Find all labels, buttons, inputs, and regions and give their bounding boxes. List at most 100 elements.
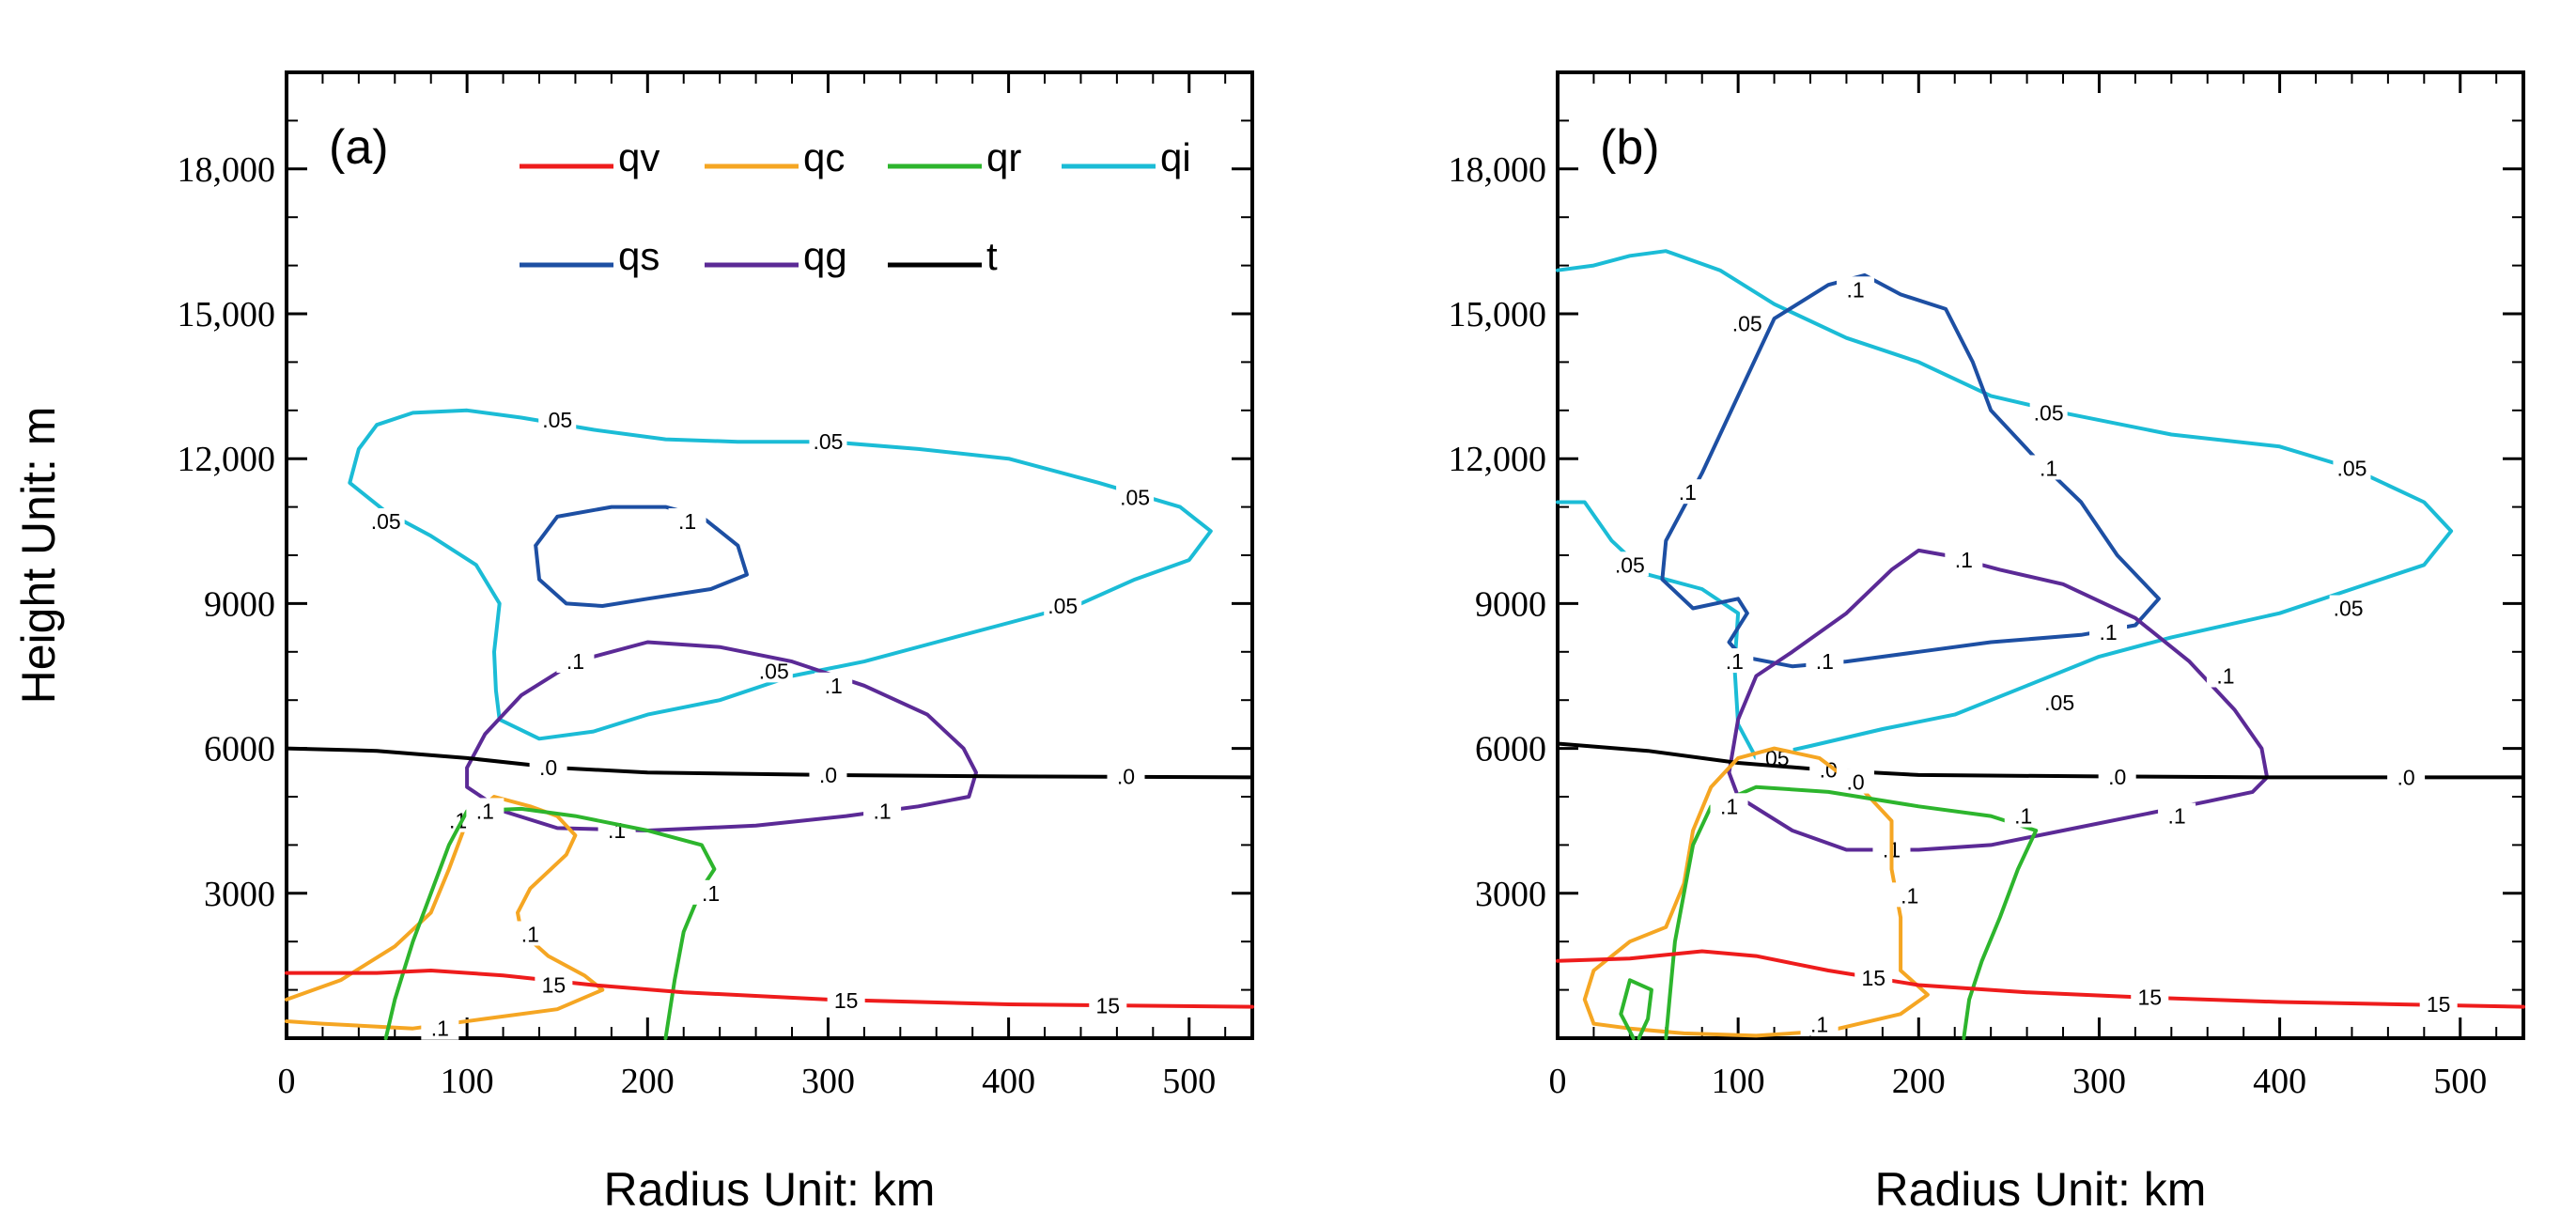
contour-label-bg [1668, 479, 1707, 505]
contour-label-qi: .05 [1732, 311, 1762, 335]
legend-label-qg: qg [803, 234, 847, 278]
contour-label-bg [2329, 595, 2367, 620]
contour-label-qg: .1 [2167, 804, 2185, 829]
contour-label-qs: .1 [2040, 456, 2057, 480]
contour-label-bg [815, 672, 853, 697]
contour-label-bg [2029, 399, 2068, 425]
contour-label-bg [1089, 992, 1127, 1017]
legend-label-qr: qr [986, 135, 1021, 179]
contour-label-bg [668, 508, 706, 534]
contour-label-qi: .05 [813, 429, 843, 454]
y-tick-label: 12,000 [1449, 440, 1547, 479]
contour-label-qi: .05 [759, 659, 789, 683]
x-tick-label: 500 [1162, 1062, 1216, 1101]
contour-label-bg [1945, 547, 1983, 572]
contour-label-qv: 15 [2137, 985, 2162, 1009]
contour-qr [1619, 978, 1653, 1040]
legend-label-t: t [986, 234, 998, 278]
contour-label-qv: 15 [2427, 992, 2451, 1017]
contour-t [1556, 741, 2525, 780]
contour-label-qv: 15 [1095, 994, 1120, 1018]
contour-label-qi: .05 [371, 509, 401, 534]
contour-label-bg [2029, 455, 2068, 480]
contour-label-bg [1116, 484, 1155, 509]
y-tick-label: 6000 [204, 730, 275, 769]
y-tick-label: 6000 [1475, 730, 1546, 769]
panel-a: 0 100 200 300 400 500 3000 6000 9000 12,000 15,000… [12, 70, 1254, 1216]
x-tick-label: 200 [1892, 1062, 1946, 1101]
contour-label-t: .0 [2108, 765, 2126, 789]
y-tick-label: 9000 [1475, 584, 1546, 624]
contour-label-qs: .1 [1846, 277, 1864, 302]
contour-label-t: .0 [1820, 758, 1838, 783]
x-tick-label: 400 [2253, 1062, 2306, 1101]
contour-label-qg: .1 [873, 799, 891, 823]
contour-label-bg [1715, 648, 1754, 674]
contour-label-bg [2158, 802, 2196, 828]
contour-label-qs: .1 [2099, 620, 2117, 645]
contour-label-bg [809, 761, 847, 786]
contour-qr [1664, 784, 2039, 1040]
contour-label-qi: .05 [1615, 552, 1645, 577]
contour-label-qg: .1 [1726, 649, 1744, 674]
contour-label-qs: .1 [1679, 480, 1697, 505]
x-tick-label: 0 [1549, 1062, 1567, 1101]
contour-label-bg [827, 986, 865, 1012]
contour-label-qi: .05 [2336, 456, 2367, 480]
contour-label-bg [529, 754, 567, 780]
contour-label-qg: .1 [1955, 548, 1973, 572]
contour-label-bg [366, 508, 405, 534]
y-tick-label: 12,000 [178, 440, 276, 479]
contour-label-qi: .05 [1120, 485, 1150, 509]
contour-label-bg [1728, 310, 1766, 335]
contour-label-qi: .05 [542, 408, 572, 432]
contour-qs [534, 505, 749, 608]
contour-label-qc: .0 [1846, 770, 1864, 795]
x-tick-label: 100 [1712, 1062, 1765, 1101]
contour-label-bg [2387, 764, 2426, 789]
contour-label-qc: .1 [449, 809, 467, 833]
contour-qg [1727, 548, 2270, 852]
legend-label-qv: qv [618, 135, 660, 179]
contour-label-qi: .05 [2334, 597, 2364, 621]
contour-label-bg [1800, 1011, 1839, 1036]
contour-label-qc: .1 [521, 922, 539, 946]
contour-label-bg [556, 648, 595, 674]
y-tick-label: 3000 [204, 875, 275, 914]
legend-label-qs: qs [618, 234, 660, 278]
contour-label-qc: .1 [1810, 1013, 1828, 1037]
contour-label-qg: .1 [566, 649, 584, 674]
contour-label-qv: 15 [542, 972, 566, 997]
contour-label-qv: 15 [1861, 966, 1885, 990]
contour-qv [285, 969, 1254, 1009]
contour-label-t: .0 [2398, 765, 2415, 789]
contour-label-qg: .1 [825, 674, 843, 698]
contour-t [285, 746, 1254, 780]
contour-label-bg [2041, 689, 2079, 714]
y-tick-label: 9000 [204, 584, 275, 624]
contour-label-qr: .1 [1720, 794, 1738, 818]
contour-label-bg [863, 798, 902, 823]
contour-label-bg [535, 971, 573, 997]
contour-label-qr: .1 [476, 799, 494, 823]
contour-label-bg [809, 428, 847, 454]
contour-label-bg [1837, 276, 1875, 302]
x-tick-label: 300 [801, 1062, 855, 1101]
contour-label-bg [1044, 592, 1082, 617]
x-axis-title: Radius Unit: km [1875, 1163, 2207, 1216]
x-tick-label: 100 [441, 1062, 494, 1101]
contour-qi [348, 408, 1213, 741]
x-tick-label: 0 [278, 1062, 296, 1101]
x-tick-label: 200 [621, 1062, 675, 1101]
contour-label-bg [1107, 763, 1145, 788]
contour-label-bg [2004, 802, 2042, 828]
contour-label-bg [2089, 619, 2128, 645]
contour-qc [1582, 746, 1930, 1038]
x-tick-label: 300 [2072, 1062, 2126, 1101]
contour-label-qg: .1 [2216, 664, 2234, 689]
y-axis-title: Height Unit: m [12, 407, 65, 705]
legend-label-qi: qi [1160, 135, 1191, 179]
contour-label-bg [2131, 984, 2169, 1009]
panel-label: (a) [329, 120, 389, 175]
